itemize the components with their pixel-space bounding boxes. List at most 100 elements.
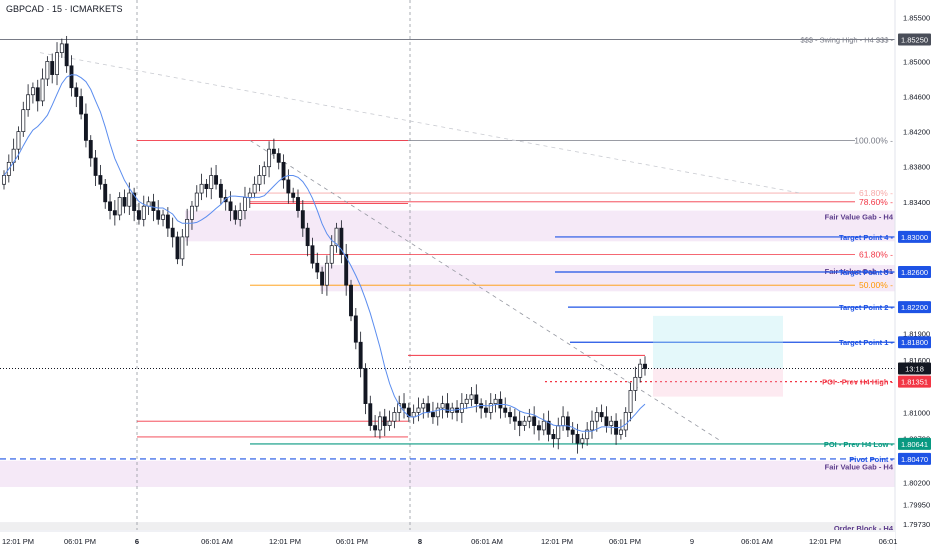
candle-body [108,201,112,211]
price-tick-label: 1.83800 [903,163,930,172]
price-tick-label: 1.85000 [903,57,930,66]
candle-body [329,245,334,264]
candle-body [411,412,416,418]
candle-body [594,412,599,422]
candle-body [262,166,267,176]
candle-body [551,434,556,440]
candle-body [363,368,368,404]
candle-body [247,192,252,198]
fib-label-1: 61.80% - [859,188,893,198]
time-tick-label: 12:01 PM [269,537,301,546]
time-tick-label: 6 [135,537,139,546]
price-tick-label: 1.81900 [903,329,930,338]
candle-body [377,416,382,431]
price-tick-label: 1.80200 [903,479,930,488]
price-tag-1: 1.83000 [901,233,928,242]
price-tick-label: 1.84200 [903,128,930,137]
candle-body [541,420,546,431]
candle-body [426,403,431,413]
zone-label-2: Fair Value Gab - H4 [825,463,894,472]
candle-body [474,394,479,404]
time-tick-label: 12:01 PM [541,537,573,546]
candle-body [112,210,117,216]
candle-body [136,210,141,220]
fib-label-4: 50.00% - [859,280,893,290]
candle-body [349,284,353,317]
price-tag-4: 1.81800 [901,338,928,347]
candle-body [50,61,55,75]
candle-body [161,214,165,220]
candle-body [170,227,175,238]
price-tag-bg-7 [898,452,931,465]
candle-body [180,236,185,260]
candle-body [69,65,74,89]
fib-label-0: 100.00% - [854,135,893,145]
price-tick-label: 1.79950 [903,501,930,510]
candle-body [300,210,305,229]
candle-body [238,210,243,220]
trendline-upper [39,52,801,194]
candle-body [296,197,300,211]
time-tick-label: 06:01 AM [201,537,233,546]
candle-body [127,192,132,207]
level-label-4: Target Point 1 - [839,338,894,347]
candle-body [459,403,464,413]
candle-body [320,271,325,286]
candle-body [604,416,609,426]
target-box [653,315,783,369]
candle-body [16,131,21,150]
candle-body [40,78,45,102]
price-tag-5: 1.81351 [901,378,928,387]
price-tag-2: 1.82600 [901,268,928,277]
candle-body [55,52,59,75]
candle-body [440,403,445,409]
candle-body [233,210,238,220]
time-tick-label: 8 [418,537,422,546]
candle-body [527,416,532,422]
candle-body [334,227,339,247]
time-tick-label: 9 [690,537,694,546]
candle-body [271,148,276,154]
candle-body [353,315,358,343]
time-tick-label: 06:01 AM [741,537,773,546]
candle-body [358,341,363,369]
chart-title: GBPCAD · 15 · ICMARKETS [6,4,123,14]
candle-body [546,420,551,435]
candle-body [286,179,291,194]
candle-body [117,197,122,216]
candle-body [209,175,214,190]
time-tick-label: 12:01 PM [809,537,841,546]
level-label-0: $$$ - Swing High - H4 $$$ - [800,35,893,44]
level-label-1: Target Point 4 - [839,233,894,242]
candle-body [344,254,349,286]
candle-body [537,425,541,431]
candle-body [421,403,426,409]
price-tag-0: 1.85250 [901,35,928,44]
price-tag-3: 1.82200 [901,303,928,312]
candle-body [228,201,233,211]
candle-body [643,363,647,369]
candle-body [484,407,488,413]
candle-body [387,420,392,426]
candle-body [397,403,402,413]
zone-2 [0,460,895,488]
time-tick-label: 06:01 PM [64,537,96,546]
candle-body [416,407,421,413]
price-tick-label: 1.85500 [903,14,930,23]
candle-body [141,205,146,220]
fib-label-3: 61.80% - [859,249,893,259]
price-tick-label: 1.81000 [903,408,930,417]
candle-body [585,429,590,440]
price-tag-bg-5 [898,375,931,388]
fib-label-2: 78.60% - [859,197,893,207]
candle-body [93,157,98,176]
candle-body [214,175,219,185]
countdown-tag: 13:18 [905,365,924,374]
candle-body [609,420,614,426]
level-label-2: Target Point 3 - [839,268,894,277]
candle-body [464,398,469,404]
candle-body [88,140,93,159]
candle-body [565,416,570,431]
candle-body [532,416,537,426]
